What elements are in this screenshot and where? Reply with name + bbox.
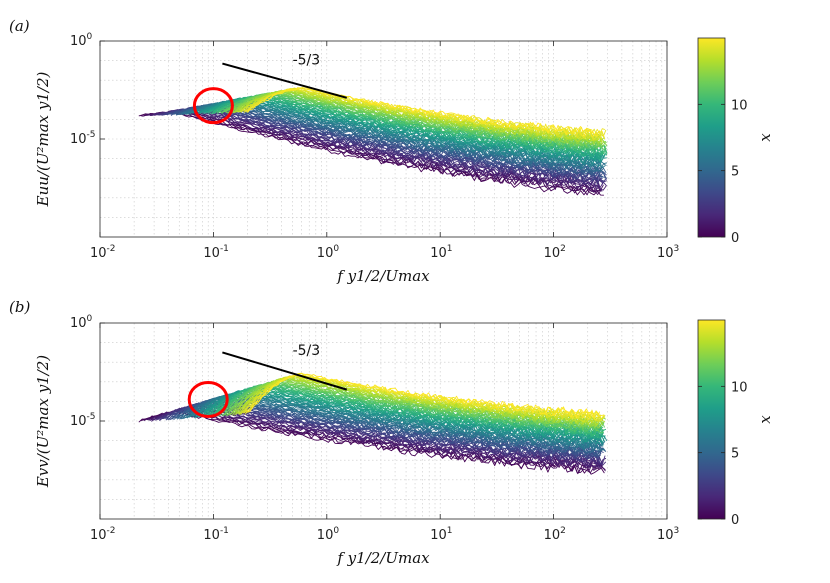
y-tick-exp: 0 <box>87 314 93 324</box>
x-tick-label: 101 <box>430 526 452 543</box>
y-tick-exp: 0 <box>87 32 93 42</box>
panel-a-label: (a) <box>9 17 30 35</box>
panel-b-y-axis-label: Evv/(U²max y1/2) <box>34 355 52 488</box>
x-tick-exp: 2 <box>560 244 566 254</box>
x-tick-exp: 0 <box>333 526 339 536</box>
colorbar-tick-label: 5 <box>731 165 739 180</box>
panel-b-label: (b) <box>9 298 30 316</box>
y-tick-base: 10 <box>70 34 87 49</box>
y-tick-label: 100 <box>70 32 93 49</box>
colorbar-tick-label: 10 <box>731 380 748 395</box>
x-tick-base: 10 <box>657 528 674 543</box>
panel-a-grid <box>100 41 667 237</box>
x-tick-label: 10-1 <box>203 526 229 543</box>
panel-b-colorbar-label: x <box>756 415 774 424</box>
panel-a-slope-label: -5/3 <box>293 53 321 69</box>
panel-a-tick-marks <box>99 41 668 237</box>
x-tick-label: 100 <box>317 526 340 543</box>
spectrum-curve <box>149 109 607 191</box>
panel-b-curves <box>138 372 608 475</box>
colorbar-tick-label: 0 <box>731 231 739 246</box>
x-tick-label: 101 <box>430 244 452 261</box>
x-tick-exp: 1 <box>447 526 453 536</box>
x-tick-exp: -1 <box>220 526 229 536</box>
spectrum-curve <box>240 375 606 423</box>
spectrum-curve <box>153 108 607 189</box>
spectrum-curve <box>207 387 601 436</box>
panel-b-x-axis-label: f y1/2/Umax <box>336 549 430 567</box>
x-tick-exp: 3 <box>674 244 680 254</box>
x-tick-base: 10 <box>657 246 674 261</box>
panel-b-slope-line <box>222 351 348 391</box>
spectrum-curve <box>214 94 608 154</box>
spectrum-curve <box>247 372 605 419</box>
x-tick-label: 102 <box>544 526 566 543</box>
x-tick-label: 10-1 <box>203 244 229 261</box>
spectrum-curve <box>243 87 607 140</box>
panel-a-y-axis-label: Euu/(U²max y1/2) <box>34 72 52 208</box>
panel-a-x-axis-label: f y1/2/Umax <box>336 267 430 285</box>
panel-a-highlight-circle <box>192 87 234 125</box>
x-tick-label: 10-2 <box>90 526 116 543</box>
colorbar-tick-label: 10 <box>731 98 748 113</box>
x-tick-label: 103 <box>657 526 679 543</box>
x-tick-base: 10 <box>544 528 561 543</box>
y-tick-label: 100 <box>70 314 93 331</box>
y-tick-exp: -5 <box>87 130 96 140</box>
x-tick-exp: -1 <box>220 244 229 254</box>
panel-b-highlight-circle <box>187 380 229 418</box>
y-tick-base: 10 <box>70 414 87 429</box>
panel-b-tick-marks <box>99 323 668 519</box>
x-tick-base: 10 <box>203 246 220 261</box>
x-tick-exp: -2 <box>107 526 116 536</box>
x-tick-exp: 1 <box>447 244 453 254</box>
spectrum-curve <box>142 410 606 473</box>
x-tick-exp: -2 <box>107 244 116 254</box>
panel-b-grid <box>100 323 667 519</box>
y-tick-label: 10-5 <box>70 130 96 147</box>
x-tick-exp: 0 <box>333 244 339 254</box>
spectrum-curve <box>215 383 605 434</box>
x-tick-base: 10 <box>203 528 220 543</box>
x-tick-label: 103 <box>657 244 679 261</box>
spectrum-curve <box>156 107 607 183</box>
x-tick-label: 10-2 <box>90 244 116 261</box>
spectrum-curve <box>189 100 600 167</box>
x-tick-label: 102 <box>544 244 566 261</box>
x-tick-base: 10 <box>317 528 334 543</box>
x-tick-base: 10 <box>430 528 447 543</box>
spectrum-curve <box>246 87 606 139</box>
colorbar-tick-label: 5 <box>731 447 739 462</box>
panel-b-colorbar <box>697 319 726 520</box>
y-tick-label: 10-5 <box>70 412 96 429</box>
x-tick-base: 10 <box>90 246 107 261</box>
y-tick-base: 10 <box>70 132 87 147</box>
x-tick-base: 10 <box>544 246 561 261</box>
panel-a-colorbar-label: x <box>756 133 774 142</box>
y-tick-base: 10 <box>70 316 87 331</box>
y-tick-exp: -5 <box>87 412 96 422</box>
x-tick-base: 10 <box>317 246 334 261</box>
spectrum-curve <box>246 372 601 420</box>
x-tick-base: 10 <box>430 246 447 261</box>
colorbar-tick-label: 0 <box>731 513 739 528</box>
spectrum-curve <box>224 380 599 432</box>
panel-b-slope-label: -5/3 <box>293 343 321 359</box>
x-tick-exp: 2 <box>560 526 566 536</box>
spectrum-curve <box>149 408 600 469</box>
panel-a-slope-line <box>222 62 348 99</box>
panel-a-colorbar <box>697 37 726 238</box>
x-tick-label: 100 <box>317 244 340 261</box>
x-tick-exp: 3 <box>674 526 680 536</box>
x-tick-base: 10 <box>90 528 107 543</box>
